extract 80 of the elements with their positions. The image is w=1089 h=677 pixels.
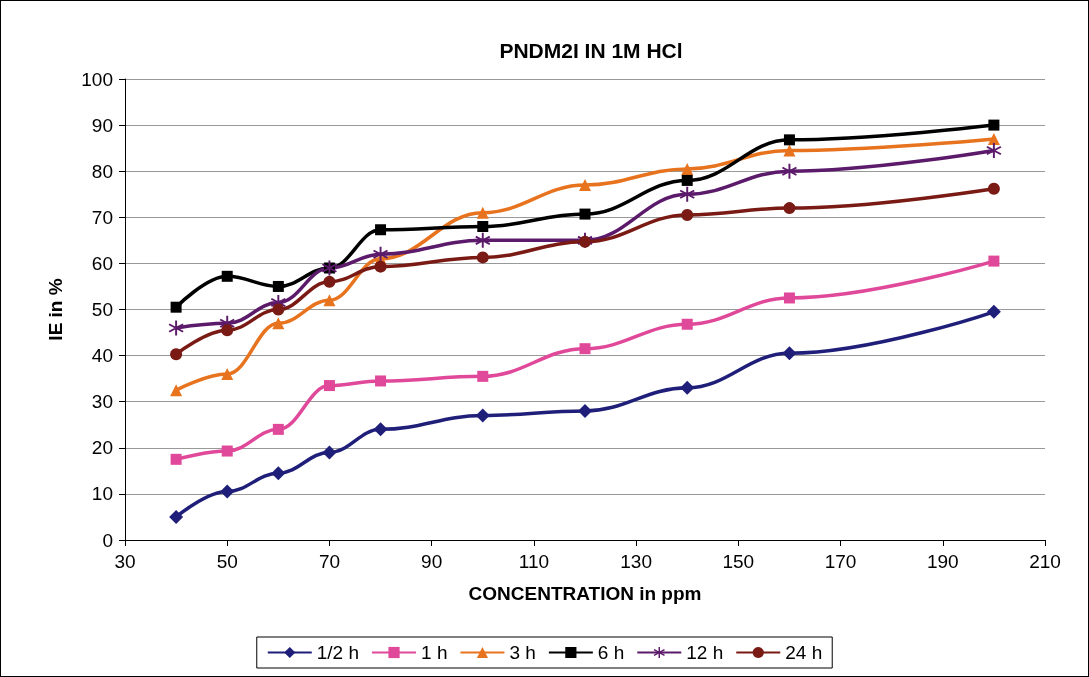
y-tick-label: 70 (91, 206, 113, 228)
point (475, 232, 491, 248)
point (169, 509, 184, 524)
chart-title: PNDM2I IN 1M HCl (499, 39, 683, 62)
point (579, 208, 591, 220)
y-tick-label: 0 (102, 529, 113, 551)
y-tick-label: 30 (91, 391, 113, 413)
point (476, 206, 489, 219)
point (987, 132, 1000, 145)
point (477, 370, 489, 382)
point (271, 466, 286, 481)
y-tick-label: 90 (91, 114, 113, 136)
point (323, 380, 335, 392)
point (578, 403, 592, 418)
point (783, 144, 796, 157)
point (272, 423, 284, 435)
point (475, 408, 490, 423)
point (783, 134, 795, 146)
point (375, 224, 387, 236)
point (272, 280, 284, 292)
point (323, 275, 336, 288)
point (323, 294, 336, 307)
point (986, 304, 1001, 319)
x-tick-label: 150 (722, 551, 755, 572)
point (170, 384, 183, 397)
y-tick-label: 60 (91, 252, 113, 274)
point (681, 174, 693, 186)
x-tick-label: 70 (318, 551, 341, 572)
point (988, 119, 1000, 131)
x-tick-label: 130 (620, 551, 652, 572)
point (272, 317, 285, 330)
x-tick-label: 90 (421, 551, 443, 572)
x-tick-label: 110 (518, 551, 550, 572)
point (579, 343, 591, 355)
point (170, 453, 182, 465)
point (782, 346, 797, 361)
point (680, 380, 695, 395)
point (221, 270, 233, 282)
x-tick-label: 170 (824, 551, 857, 572)
y-tick-label: 40 (91, 345, 113, 367)
point (987, 182, 1000, 195)
point (272, 303, 285, 316)
point (986, 142, 1002, 158)
point (374, 260, 387, 273)
point (375, 375, 387, 387)
point (220, 484, 235, 499)
y-tick-label: 10 (91, 483, 113, 505)
x-tick-label: 190 (926, 551, 959, 572)
y-tick-label: 80 (91, 160, 113, 182)
point (168, 320, 184, 336)
legend-label: 3 h (509, 642, 536, 663)
point (681, 318, 693, 330)
point (783, 292, 795, 304)
point (170, 301, 182, 313)
point (988, 255, 1000, 267)
legend-label: 12 h (686, 642, 724, 663)
point (373, 422, 388, 437)
y-axis-title: IE in % (45, 278, 66, 341)
point (170, 348, 183, 361)
x-tick-label: 50 (216, 551, 238, 572)
point (681, 209, 694, 221)
point (783, 202, 796, 215)
legend-label: 1/2 h (316, 642, 360, 663)
point (221, 445, 233, 457)
y-tick-label: 50 (91, 299, 113, 320)
point (477, 221, 489, 233)
x-tick-label: 30 (114, 551, 136, 572)
point (681, 162, 694, 175)
point (579, 179, 591, 192)
point (221, 324, 234, 337)
legend-label: 6 h (597, 642, 625, 663)
y-tick-label: 20 (91, 437, 113, 459)
x-tick-label: 210 (1029, 551, 1061, 572)
point (476, 251, 489, 264)
x-axis-title: CONCENTRATION in ppm (468, 583, 702, 604)
legend-label: 1 h (421, 642, 448, 663)
point (322, 445, 337, 460)
point (221, 368, 234, 381)
legend-label: 24 h (785, 642, 823, 663)
y-tick-label: 100 (81, 68, 113, 90)
